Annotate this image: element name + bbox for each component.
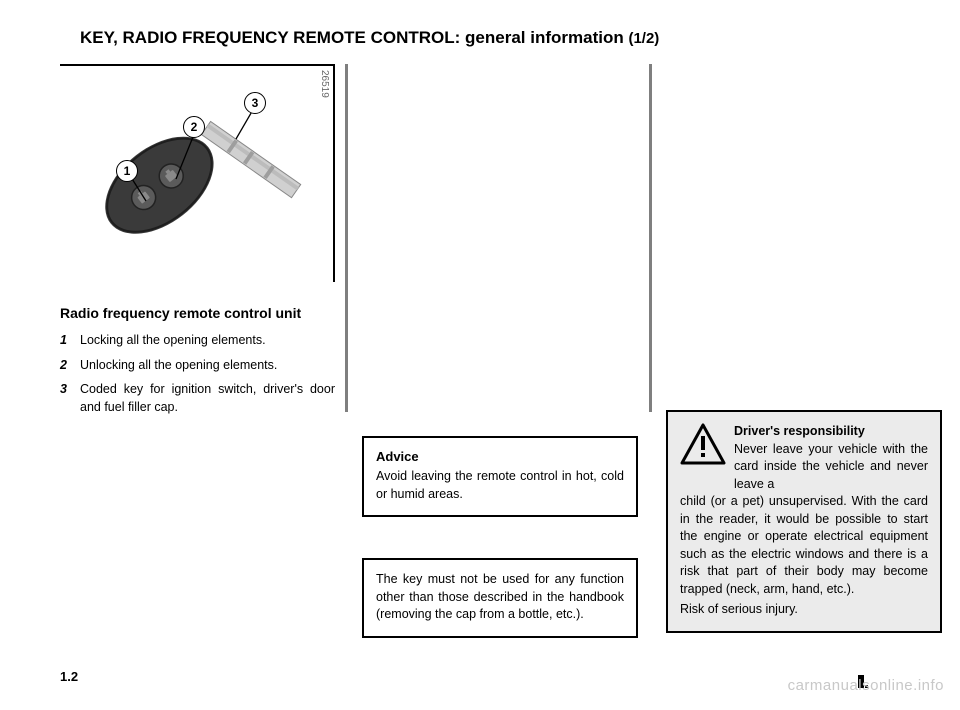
list-item-number: 2 <box>60 357 80 375</box>
list-item-text: Locking all the opening elements. <box>80 332 335 350</box>
list-item: 3 Coded key for ignition switch, driver'… <box>60 381 335 416</box>
advice-title: Advice <box>376 449 624 464</box>
warning-box: Driver's responsibility Never leave your… <box>666 410 942 633</box>
title-pagecount: (1/2) <box>628 30 659 47</box>
numbered-list: 1 Locking all the opening elements. 2 Un… <box>60 332 335 416</box>
callout-2: 2 <box>183 116 205 138</box>
warning-tail-text: Risk of serious injury. <box>680 601 928 619</box>
key-illustration <box>60 66 335 284</box>
callout-3: 3 <box>244 92 266 114</box>
warning-lead-text: Never leave your vehicle with the card i… <box>734 441 928 494</box>
list-item-number: 1 <box>60 332 80 350</box>
callout-1: 1 <box>116 160 138 182</box>
list-item-text: Coded key for ignition switch, driver's … <box>80 381 335 416</box>
page-title: KEY, RADIO FREQUENCY REMOTE CONTROL: gen… <box>80 28 659 48</box>
list-item-number: 3 <box>60 381 80 416</box>
watermark-text: carmanualsonline.info <box>788 677 944 694</box>
list-item: 1 Locking all the opening elements. <box>60 332 335 350</box>
warning-title: Driver's responsibility <box>734 423 928 441</box>
column-separator-1 <box>345 64 348 412</box>
advice-text: Avoid leaving the remote control in hot,… <box>376 468 624 503</box>
warning-body-text: child (or a pet) unsupervised. With the … <box>680 493 928 598</box>
warning-head: Driver's responsibility Never leave your… <box>680 423 928 493</box>
key-figure: 26519 <box>60 64 335 282</box>
page-number: 1.2 <box>60 669 78 684</box>
section-subtitle: Radio frequency remote control unit <box>60 304 335 322</box>
list-item: 2 Unlocking all the opening elements. <box>60 357 335 375</box>
column-separator-2 <box>649 64 652 412</box>
misuse-text: The key must not be used for any functio… <box>376 571 624 624</box>
misuse-box: The key must not be used for any functio… <box>362 558 638 638</box>
warning-triangle-icon <box>680 423 726 465</box>
advice-box: Advice Avoid leaving the remote control … <box>362 436 638 517</box>
column-1: 26519 <box>60 64 335 423</box>
list-item-text: Unlocking all the opening elements. <box>80 357 335 375</box>
title-main: KEY, RADIO FREQUENCY REMOTE CONTROL: gen… <box>80 28 628 47</box>
